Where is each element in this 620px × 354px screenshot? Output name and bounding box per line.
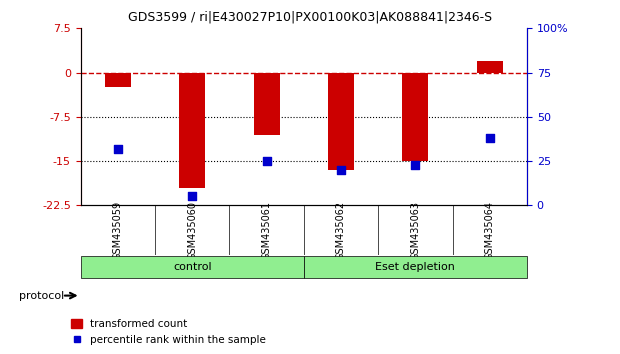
Text: GSM435062: GSM435062 [336,200,346,260]
Text: GSM435059: GSM435059 [113,200,123,260]
Bar [105,73,131,87]
FancyBboxPatch shape [304,256,527,278]
Point [113,146,123,152]
Text: GSM435061: GSM435061 [262,201,272,259]
Text: GSM435060: GSM435060 [187,201,197,259]
Text: GDS3599 / ri|E430027P10|PX00100K03|AK088841|2346-S: GDS3599 / ri|E430027P10|PX00100K03|AK088… [128,11,492,24]
Text: GSM435063: GSM435063 [410,201,420,259]
Bar [179,73,205,188]
Point [187,194,197,199]
Point [485,135,495,141]
Bar [402,73,428,161]
Legend: transformed count, percentile rank within the sample: transformed count, percentile rank withi… [67,315,270,349]
Text: protocol: protocol [19,291,64,301]
FancyBboxPatch shape [81,256,304,278]
Text: control: control [173,262,211,272]
Point [262,158,272,164]
Text: Eset depletion: Eset depletion [376,262,455,272]
Point [336,167,346,173]
Text: GSM435064: GSM435064 [485,201,495,259]
Point [410,162,420,167]
Bar [254,73,280,135]
Bar [328,73,354,170]
Bar [477,61,503,73]
